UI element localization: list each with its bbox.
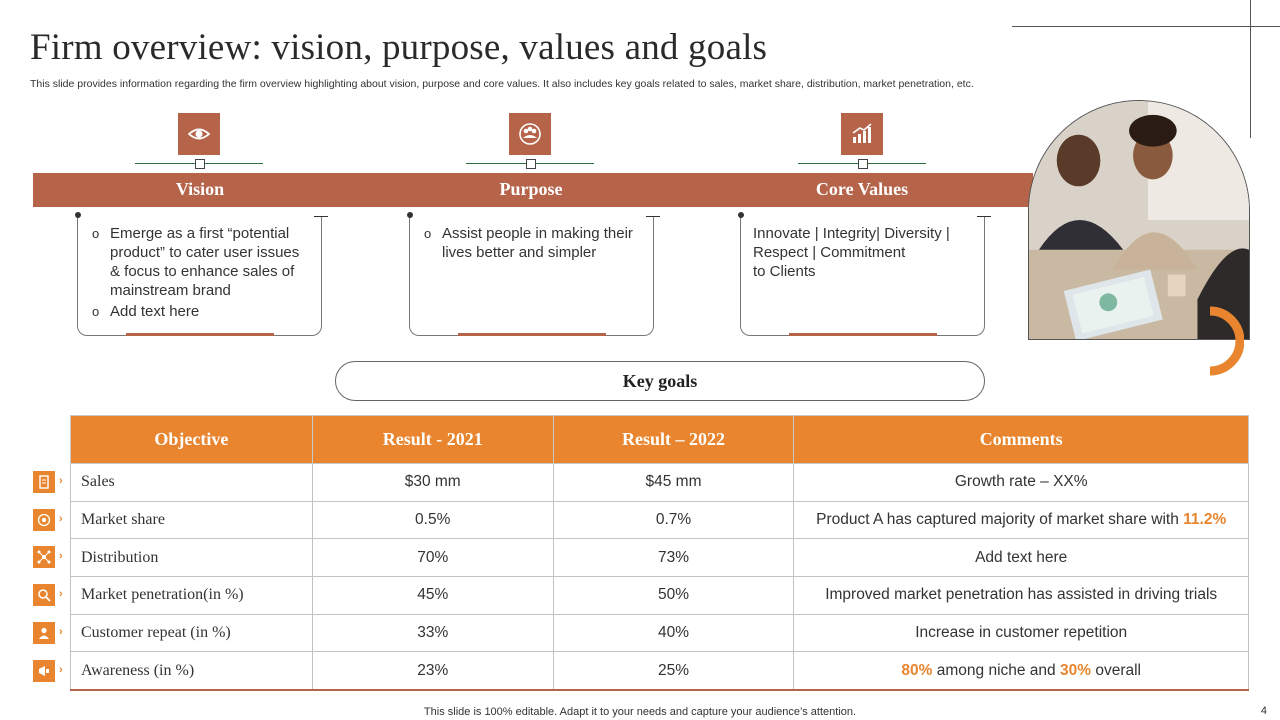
comment-text: among niche and — [932, 661, 1060, 679]
slide-title: Firm overview: vision, purpose, values a… — [30, 27, 768, 68]
comment-highlight: 30% — [1059, 661, 1092, 679]
card-dot — [75, 212, 81, 218]
team-meeting-photo — [1028, 100, 1250, 340]
result-2021-cell: 70% — [311, 538, 554, 578]
target-icon — [33, 509, 55, 531]
table-row: Awareness (in %) 23% 25% 80% among niche… — [70, 651, 1249, 691]
objective-cell: Awareness (in %) — [70, 651, 313, 691]
purpose-label: Purpose — [499, 179, 563, 199]
decorative-orange-arc — [1209, 306, 1244, 376]
core-values-text: Innovate | Integrity| Diversity | Respec… — [753, 224, 970, 281]
column-header: Result - 2021 — [311, 415, 554, 464]
slide-subtitle: This slide provides information regardin… — [30, 78, 974, 90]
vision-point: Add text here — [90, 302, 311, 321]
result-2021-cell: 23% — [311, 651, 554, 691]
corner-line-horizontal — [1012, 26, 1280, 27]
objective-cell: Sales — [70, 463, 313, 502]
vision-label: Vision — [175, 179, 225, 199]
table-row: Market share 0.5% 0.7% Product A has cap… — [70, 500, 1249, 540]
core-values-line: to Clients — [753, 263, 816, 280]
result-2021-cell: 33% — [311, 613, 554, 653]
card-dot — [407, 212, 413, 218]
page-number: 4 — [1260, 705, 1267, 717]
purpose-connector-node — [526, 159, 536, 169]
comment-cell: Product A has captured majority of marke… — [793, 500, 1249, 540]
result-2021-cell: 45% — [311, 576, 554, 615]
objective-cell: Customer repeat (in %) — [70, 613, 313, 653]
objective-cell: Distribution — [70, 538, 313, 578]
core-values-label: Core Values — [815, 179, 909, 199]
card-accent-bar — [126, 333, 274, 336]
customer-icon — [33, 622, 55, 644]
vision-points: Emerge as a first “potential product” to… — [90, 224, 311, 323]
column-header: Result – 2022 — [552, 415, 795, 464]
eye-icon — [178, 113, 220, 155]
comment-cell: Growth rate – XX% — [793, 463, 1249, 502]
result-2022-cell: 40% — [552, 613, 795, 653]
result-2022-cell: 73% — [552, 538, 795, 578]
result-2022-cell: 50% — [552, 576, 795, 615]
chevron-right-icon: › — [59, 513, 63, 525]
objective-cell: Market penetration(in %) — [70, 576, 313, 615]
comment-cell: Improved market penetration has assisted… — [793, 576, 1249, 615]
table-header-row: Objective Result - 2021 Result – 2022 Co… — [70, 415, 1249, 464]
comment-highlight: 80% — [901, 661, 933, 679]
key-goals-table: Objective Result - 2021 Result – 2022 Co… — [70, 415, 1249, 691]
result-2022-cell: 25% — [552, 651, 795, 691]
result-2022-cell: $45 mm — [552, 463, 795, 502]
network-icon — [33, 546, 55, 568]
table-row: Market penetration(in %) 45% 50% Improve… — [70, 576, 1249, 615]
purpose-points: Assist people in making their lives bett… — [422, 224, 643, 264]
comment-text: Product A has captured majority of marke… — [816, 511, 1184, 529]
vision-card: Emerge as a first “potential product” to… — [75, 212, 328, 336]
core-values-line: Respect | Commitment — [753, 244, 906, 261]
chevron-right-icon: › — [59, 664, 63, 676]
core-values-card: Innovate | Integrity| Diversity | Respec… — [738, 212, 991, 336]
vision-point: Emerge as a first “potential product” to… — [90, 224, 311, 300]
vision-connector-node — [195, 159, 205, 169]
values-connector-node — [858, 159, 868, 169]
corner-line-vertical — [1250, 0, 1251, 138]
chevron-right-icon: › — [59, 475, 63, 487]
magnifier-icon — [33, 584, 55, 606]
comment-text: overall — [1091, 661, 1141, 679]
card-tee — [977, 216, 991, 217]
comment-highlight: 11.2% — [1183, 511, 1227, 529]
card-tee — [314, 216, 328, 217]
chevron-right-icon: › — [59, 588, 63, 600]
megaphone-icon — [33, 660, 55, 682]
chevron-right-icon: › — [59, 550, 63, 562]
table-row: Customer repeat (in %) 33% 40% Increase … — [70, 613, 1249, 653]
result-2022-cell: 0.7% — [552, 500, 795, 540]
result-2021-cell: $30 mm — [311, 463, 554, 502]
card-accent-bar — [458, 333, 606, 336]
column-header: Objective — [70, 415, 313, 464]
key-goals-heading: Key goals — [335, 361, 985, 401]
card-tee — [646, 216, 660, 217]
document-icon — [33, 471, 55, 493]
result-2021-cell: 0.5% — [311, 500, 554, 540]
chevron-right-icon: › — [59, 626, 63, 638]
table-row: Sales $30 mm $45 mm Growth rate – XX% — [70, 463, 1249, 502]
core-values-line: Innovate | Integrity| Diversity | — [753, 225, 950, 242]
comment-cell: Increase in customer repetition — [793, 613, 1249, 653]
people-icon — [509, 113, 551, 155]
comment-cell: Add text here — [793, 538, 1249, 578]
column-header: Comments — [793, 415, 1249, 464]
growth-chart-icon — [841, 113, 883, 155]
purpose-point: Assist people in making their lives bett… — [422, 224, 643, 262]
slide-footer: This slide is 100% editable. Adapt it to… — [423, 706, 857, 718]
comment-cell: 80% among niche and 30% overall — [793, 651, 1249, 691]
table-row: Distribution 70% 73% Add text here — [70, 538, 1249, 578]
purpose-card: Assist people in making their lives bett… — [407, 212, 660, 336]
card-dot — [738, 212, 744, 218]
card-accent-bar — [789, 333, 937, 336]
pillars-band — [33, 173, 1033, 207]
objective-cell: Market share — [70, 500, 313, 540]
